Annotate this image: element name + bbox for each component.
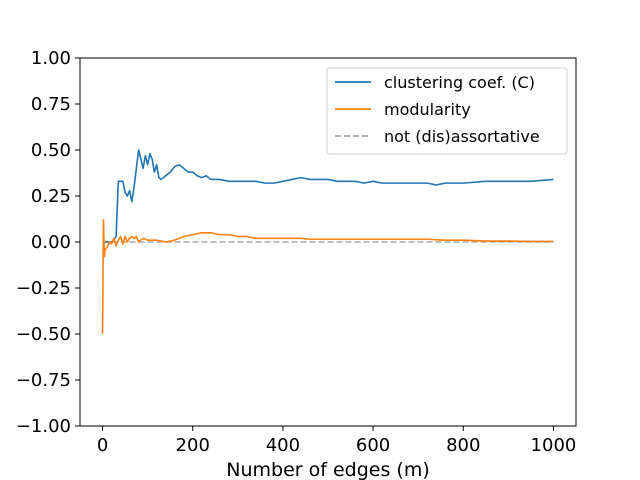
legend-label: modularity xyxy=(384,100,471,119)
legend: clustering coef. (C) modularity not (dis)a… xyxy=(326,67,568,155)
y-tick-label: 0.75 xyxy=(31,94,71,115)
y-tick-label: 0.25 xyxy=(31,186,71,207)
y-tick-label: 1.00 xyxy=(31,48,71,69)
x-tick-label: 800 xyxy=(446,435,480,456)
y-tick-label: −1.00 xyxy=(16,416,71,437)
x-axis-label: Number of edges (m) xyxy=(226,459,430,480)
x-tick-label: 200 xyxy=(176,435,210,456)
plot-area xyxy=(101,149,554,335)
y-tick-label: 0.50 xyxy=(31,140,71,161)
y-tick-label: −0.50 xyxy=(16,324,71,345)
x-tick-label: 0 xyxy=(97,435,108,456)
x-tick-label: 1000 xyxy=(531,435,577,456)
x-tick-label: 600 xyxy=(356,435,390,456)
y-tick-label: −0.25 xyxy=(16,278,71,299)
legend-box xyxy=(326,67,568,155)
x-tick-label: 400 xyxy=(266,435,300,456)
series-line-modularity xyxy=(101,219,554,335)
legend-label: clustering coef. (C) xyxy=(384,73,535,92)
y-tick-label: −0.75 xyxy=(16,370,71,391)
legend-label: not (dis)assortative xyxy=(384,127,540,146)
x-axis: 0 200 400 600 800 1000 xyxy=(97,426,577,456)
series-line-clustering-coef-c xyxy=(102,149,554,243)
y-tick-label: 0.00 xyxy=(31,232,71,253)
y-axis: 1.00 0.75 0.50 0.25 0.00 −0.25 −0.50 −0.75 −1.00 xyxy=(16,48,80,437)
